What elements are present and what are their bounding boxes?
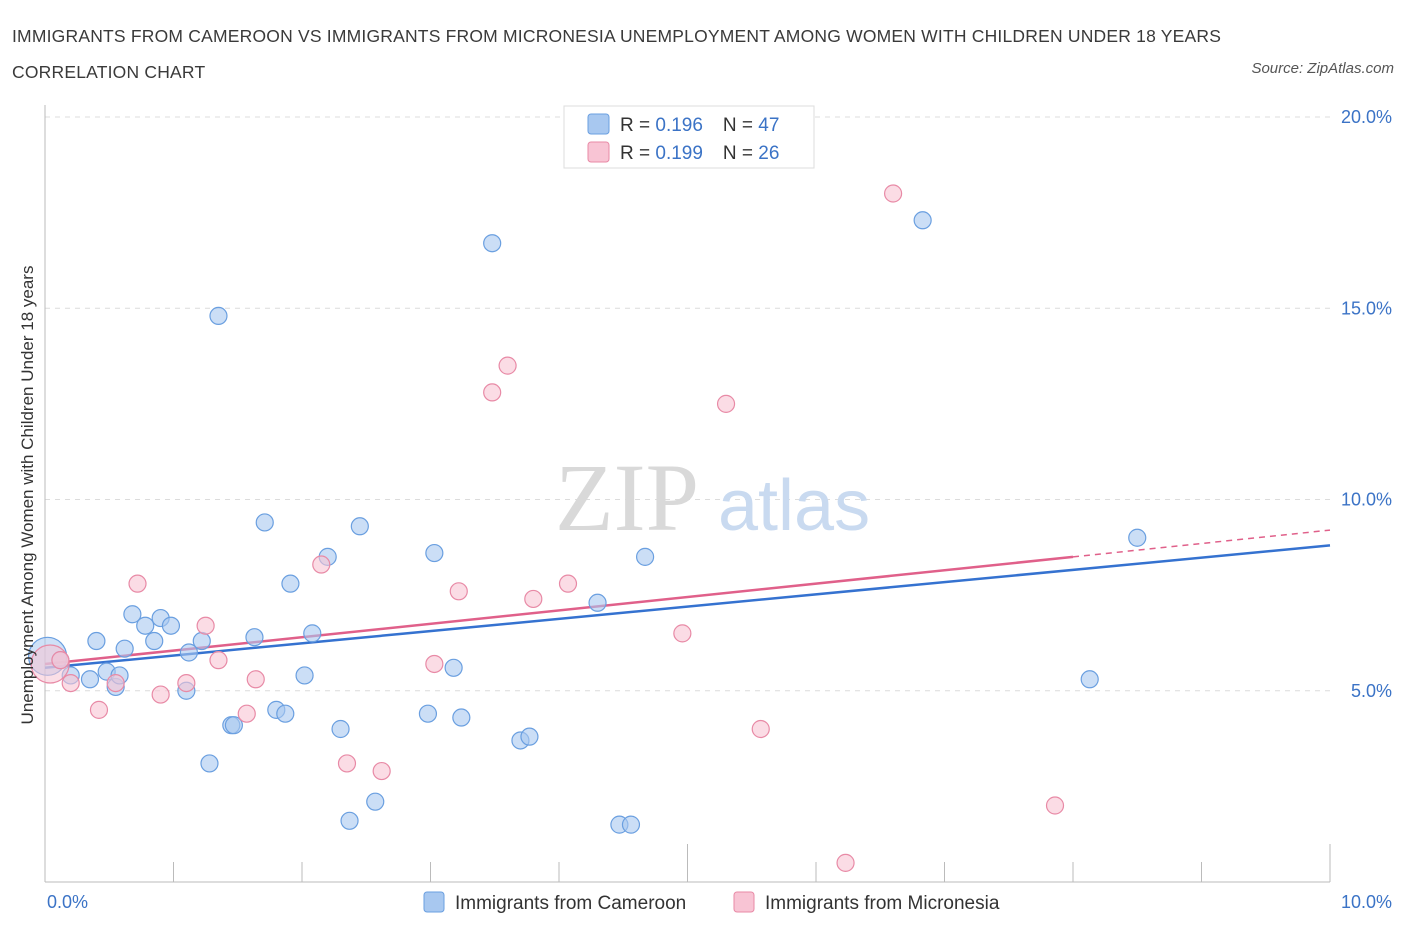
- point-series0-30: [340, 811, 359, 830]
- point-series1-22: [716, 394, 736, 413]
- trend-lines: [44, 529, 1331, 670]
- point-series0-26: [295, 666, 314, 685]
- point-series1-3: [89, 700, 109, 719]
- point-series1-14: [372, 761, 391, 781]
- point-series0-27: [303, 624, 322, 643]
- point-series0-17: [200, 754, 219, 773]
- y-tick-label-1: 10.0%: [1341, 490, 1392, 510]
- point-series1-25: [883, 184, 903, 203]
- point-series0-3: [80, 670, 100, 689]
- watermark-atlas: atlas: [718, 466, 870, 546]
- point-series0-36: [452, 708, 471, 727]
- point-series0-15: [179, 643, 199, 662]
- source-note: Source: ZipAtlas.com: [1251, 60, 1394, 77]
- point-series0-20: [224, 716, 243, 735]
- point-series1-11: [246, 670, 265, 689]
- point-series0-40: [588, 593, 607, 612]
- r-cameroon: 0.196: [655, 115, 703, 136]
- point-series0-18: [209, 306, 228, 325]
- point-series0-8: [115, 639, 134, 658]
- legend-swatch-cameroon: [587, 113, 610, 135]
- point-series0-4: [87, 631, 106, 651]
- point-series1-8: [196, 616, 215, 635]
- point-series0-39: [520, 727, 539, 746]
- point-series1-23: [751, 719, 770, 739]
- data-points: [27, 184, 1147, 872]
- axes: [44, 105, 1331, 883]
- r-micronesia: 0.199: [655, 143, 703, 164]
- trend-line-series0: [44, 544, 1331, 670]
- bottom-swatch-micronesia: [733, 891, 755, 913]
- point-series1-21: [673, 624, 692, 643]
- point-series1-2: [61, 673, 80, 693]
- y-axis-label: Unemployment Among Women with Children U…: [18, 266, 37, 725]
- point-series1-13: [337, 754, 357, 773]
- point-series1-16: [449, 582, 468, 601]
- chart-title: IMMIGRANTS FROM CAMEROON VS IMMIGRANTS F…: [12, 26, 1222, 82]
- y-tick-label-2: 15.0%: [1341, 298, 1392, 318]
- point-series0-13: [161, 616, 181, 635]
- point-series1-9: [209, 651, 228, 670]
- y-tick-label-3: 20.0%: [1341, 107, 1392, 127]
- legend: R = 0.196 N = 47 R = 0.199 N = 26: [563, 105, 815, 169]
- point-series0-21: [245, 628, 264, 647]
- point-series0-10: [136, 616, 155, 635]
- x-tick-label-0: 0.0%: [47, 892, 88, 912]
- bottom-legend: Immigrants from Cameroon Immigrants from…: [423, 891, 1000, 914]
- point-series1-5: [128, 574, 147, 593]
- point-series1-19: [524, 589, 543, 609]
- n-micronesia: 26: [758, 143, 779, 164]
- point-series0-24: [276, 704, 295, 723]
- bottom-label-cameroon: Immigrants from Cameroon: [455, 893, 686, 914]
- trend-extension-series1: [1072, 529, 1331, 558]
- grid-lines: [45, 116, 1330, 692]
- point-series0-44: [913, 211, 932, 230]
- point-series1-10: [237, 704, 256, 723]
- point-series0-46: [1128, 528, 1147, 547]
- point-series0-25: [281, 574, 300, 593]
- point-series1-12: [312, 555, 331, 574]
- point-series0-9: [123, 605, 142, 624]
- legend-row-micronesia: R = 0.199 N = 26: [620, 143, 779, 164]
- point-series0-34: [425, 543, 444, 563]
- bottom-swatch-cameroon: [423, 891, 445, 913]
- tick-labels: 5.0% 10.0% 15.0% 20.0% 0.0% 10.0%: [47, 107, 1392, 912]
- watermark: ZIP: [555, 444, 699, 551]
- point-series1-1: [51, 651, 70, 670]
- point-series1-4: [106, 673, 125, 693]
- point-series1-17: [483, 383, 502, 402]
- point-series0-33: [418, 704, 438, 723]
- point-series1-15: [425, 654, 444, 674]
- legend-swatch-micronesia: [587, 141, 610, 163]
- point-series0-37: [483, 234, 502, 253]
- point-series0-35: [444, 658, 463, 677]
- trend-line-series1: [44, 555, 1074, 666]
- point-series0-16: [192, 631, 211, 651]
- x-tick-label-1: 10.0%: [1341, 892, 1392, 912]
- point-series1-24: [836, 853, 855, 872]
- y-tick-label-0: 5.0%: [1351, 681, 1392, 701]
- point-series0-11: [145, 631, 164, 651]
- n-cameroon: 47: [758, 115, 779, 136]
- bottom-label-micronesia: Immigrants from Micronesia: [765, 893, 1000, 914]
- point-series0-32: [366, 792, 385, 811]
- point-series1-18: [498, 356, 517, 375]
- point-series0-22: [255, 513, 274, 532]
- point-series0-42: [621, 815, 641, 834]
- point-series0-43: [635, 547, 655, 566]
- point-series1-20: [558, 574, 578, 593]
- point-series0-29: [331, 719, 350, 739]
- legend-row-cameroon: R = 0.196 N = 47: [620, 115, 779, 136]
- point-series0-31: [350, 517, 369, 536]
- point-series0-45: [1080, 670, 1099, 689]
- point-series1-7: [177, 673, 196, 693]
- point-series1-26: [1045, 796, 1065, 815]
- point-series1-6: [151, 685, 170, 704]
